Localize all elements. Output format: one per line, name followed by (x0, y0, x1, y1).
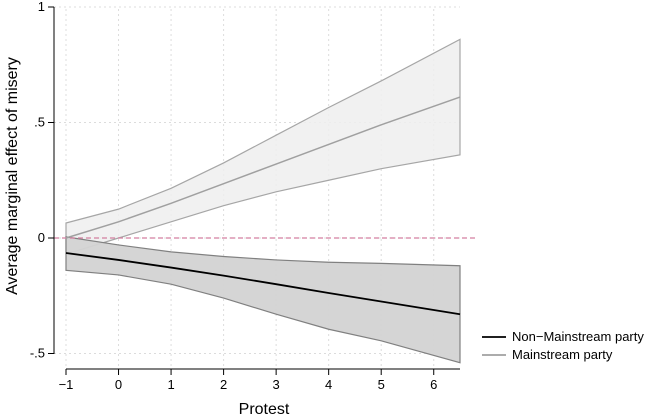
y-tick-label-2: .5 (34, 115, 45, 130)
x-axis-title: Protest (239, 401, 290, 418)
x-tick-label-4: 3 (273, 377, 280, 392)
series-line-mainstream (65, 96, 461, 239)
x-tick-label-2: 1 (167, 377, 174, 392)
legend-label-mainstream: Mainstream party (512, 347, 613, 362)
x-tick-label-3: 2 (220, 377, 227, 392)
x-tick-label-7: 6 (430, 377, 437, 392)
legend: Non−Mainstream party Mainstream party (482, 329, 644, 362)
series-line-non-mainstream (65, 252, 461, 316)
y-axis-title: Average marginal effect of misery (4, 57, 21, 295)
y-tick-label-0: -.5 (30, 346, 45, 361)
x-tick-label-0: −1 (59, 377, 74, 392)
ci-band-non-mainstream (65, 236, 461, 364)
legend-label-non-mainstream: Non−Mainstream party (512, 329, 644, 344)
y-tick-label-1: 0 (38, 230, 45, 245)
y-tick-label-3: 1 (38, 0, 45, 14)
x-tick-label-5: 4 (325, 377, 332, 392)
series-lines (65, 96, 461, 316)
ci-band-mainstream (65, 38, 461, 255)
x-tick-label-1: 0 (115, 377, 122, 392)
confidence-bands (65, 38, 461, 364)
x-tick-label-6: 5 (378, 377, 385, 392)
axes: -.5 0 .5 1 −1 0 1 2 3 4 5 6 (30, 0, 460, 392)
